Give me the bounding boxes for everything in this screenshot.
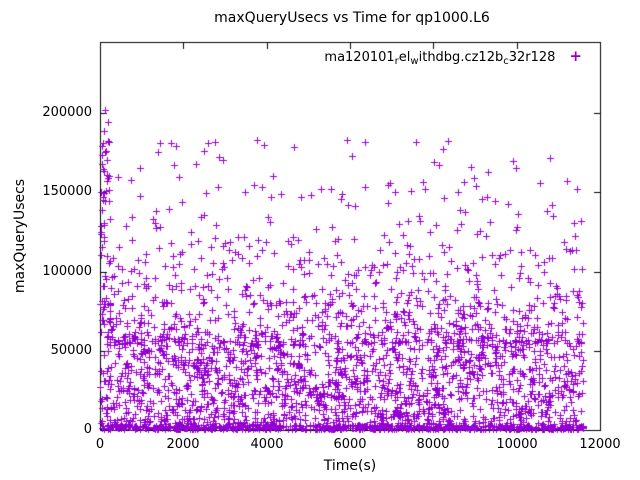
x-tick-label: 2000 bbox=[166, 437, 200, 452]
legend-subscript-segment: c bbox=[503, 56, 509, 67]
x-tick-label: 8000 bbox=[416, 437, 450, 452]
y-tick-label: 0 bbox=[83, 422, 92, 437]
x-axis-label: Time(s) bbox=[323, 458, 377, 474]
x-tick-label: 0 bbox=[95, 437, 105, 452]
x-tick-label: 6000 bbox=[333, 437, 367, 452]
legend-text-segment: 32r128 bbox=[508, 50, 556, 65]
legend-text-segment: ithdbg.cz12b bbox=[418, 50, 504, 65]
y-tick-label: 100000 bbox=[42, 264, 92, 279]
legend-subscript-segment: r bbox=[394, 56, 399, 67]
y-tick-label: 200000 bbox=[42, 105, 92, 120]
legend-series-label: ma120101relwithdbg.cz12bc32r128 bbox=[324, 50, 556, 67]
x-tick-label: 4000 bbox=[250, 437, 284, 452]
legend-plus-marker-icon: + bbox=[569, 47, 582, 65]
chart-title: maxQueryUsecs vs Time for qp1000.L6 bbox=[214, 10, 490, 26]
legend-text-segment: el bbox=[398, 50, 411, 65]
x-tick-label: 12000 bbox=[579, 437, 621, 452]
y-tick-label: 50000 bbox=[50, 343, 92, 358]
legend: ma120101relwithdbg.cz12bc32r128 + bbox=[324, 47, 582, 67]
legend-subscript-segment: w bbox=[410, 56, 419, 67]
x-tick-label: 10000 bbox=[496, 437, 538, 452]
y-tick-label: 150000 bbox=[42, 184, 92, 199]
legend-text-segment: ma120101 bbox=[324, 50, 395, 65]
